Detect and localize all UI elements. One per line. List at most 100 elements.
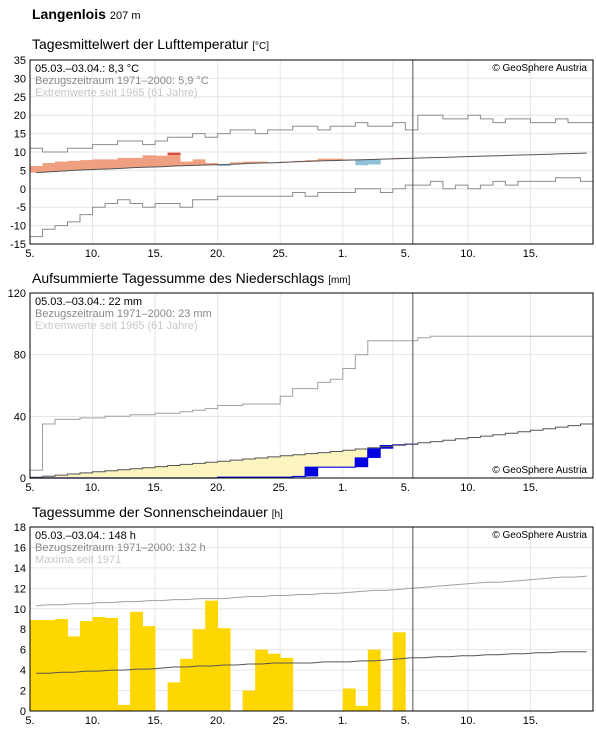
sunshine-bar <box>205 600 219 711</box>
info-line: Bezugszeitraum 1971–2000: 132 h <box>35 542 206 554</box>
station-name: Langenlois <box>32 6 106 22</box>
min-extreme-line <box>30 177 593 238</box>
deficit-area <box>317 452 331 468</box>
anomaly-bar-above <box>80 160 93 170</box>
x-tick-label: 25. <box>273 715 288 727</box>
y-tick-label: 14 <box>14 563 26 575</box>
anomaly-bar-above <box>330 158 344 161</box>
sunshine-bar <box>392 632 406 711</box>
anomaly-bar-above <box>155 155 169 167</box>
temperature-chart-title: Tagesmittelwert der Lufttemperatur [°C] <box>32 36 269 52</box>
precipitation-jump <box>367 448 381 458</box>
anomaly-bar-above <box>55 161 68 172</box>
deficit-area <box>130 468 143 478</box>
x-tick-label: 10. <box>85 482 100 494</box>
sunshine-bar <box>367 649 381 711</box>
credit-text: © GeoSphere Austria <box>492 530 587 541</box>
deficit-area <box>180 464 194 478</box>
x-tick-label: 10. <box>85 248 100 260</box>
plot-frame <box>29 59 594 245</box>
info-line: Extremwerte seit 1965 (61 Jahre) <box>35 87 198 99</box>
x-tick-label: 1. <box>338 715 347 727</box>
y-tick-label: 6 <box>20 645 26 657</box>
precipitation-jump <box>305 467 319 477</box>
anomaly-bar-above <box>92 159 106 170</box>
precipitation-title-text: Aufsummierte Tagessumme des Niederschlag… <box>32 270 325 286</box>
x-tick-label: 20. <box>210 248 225 260</box>
y-tick-label: 8 <box>20 624 26 636</box>
deficit-area <box>92 471 106 478</box>
normal-line <box>36 152 587 174</box>
anomaly-bar-above <box>130 157 143 168</box>
deficit-area <box>267 456 281 478</box>
y-tick-label: -15 <box>10 239 26 251</box>
info-line: 05.03.–03.04.: 22 mm <box>35 296 142 308</box>
x-tick-label: 25. <box>273 248 288 260</box>
x-tick-label: 15. <box>523 482 538 494</box>
anomaly-bar-above <box>180 161 194 166</box>
info-line: 05.03.–03.04.: 8,3 °C <box>35 63 139 75</box>
sunshine-bar <box>92 616 106 711</box>
sunshine-bar <box>42 620 56 711</box>
credit-text: © GeoSphere Austria <box>492 465 587 476</box>
x-tick-label: 15. <box>147 715 162 727</box>
y-tick-label: 25 <box>14 92 26 104</box>
anomaly-bar-above <box>105 159 118 169</box>
anomaly-bar-above <box>42 163 56 172</box>
x-tick-label: 20. <box>210 482 225 494</box>
x-tick-label: 25. <box>273 482 288 494</box>
sunshine-bar <box>342 688 356 711</box>
deficit-area <box>330 451 344 468</box>
deficit-area <box>67 473 81 478</box>
x-tick-label: 10. <box>85 715 100 727</box>
deficit-area <box>342 450 356 468</box>
maximum-line <box>36 575 587 607</box>
deficit-area <box>105 470 118 478</box>
deficit-area <box>230 460 244 478</box>
sunshine-unit: [h] <box>271 509 283 520</box>
x-tick-label: 1. <box>338 482 347 494</box>
anomaly-bar-below <box>217 164 231 166</box>
y-tick-label: 120 <box>8 288 26 300</box>
anomaly-bar-above <box>230 162 244 165</box>
sunshine-chart-title: Tagessumme der Sonnenscheindauer [h] <box>32 504 283 520</box>
precipitation-chart-title: Aufsummierte Tagessumme des Niederschlag… <box>32 270 350 286</box>
sunshine-bar <box>242 690 256 711</box>
anomaly-bar-above <box>167 152 181 166</box>
x-tick-label: 10. <box>460 248 475 260</box>
y-tick-label: 12 <box>14 583 26 595</box>
y-tick-label: 35 <box>14 55 26 67</box>
info-line: 05.03.–03.04.: 148 h <box>35 530 136 542</box>
deficit-area <box>292 454 306 477</box>
credit-text: © GeoSphere Austria <box>492 63 587 74</box>
anomaly-bar-above <box>67 160 81 171</box>
x-tick-label: 5. <box>25 482 34 494</box>
x-tick-label: 15. <box>523 715 538 727</box>
sunshine-bar <box>55 619 68 711</box>
deficit-area <box>355 449 369 458</box>
x-tick-label: 1. <box>338 248 347 260</box>
deficit-area <box>205 462 219 478</box>
deficit-area <box>117 469 131 478</box>
sunshine-bar <box>130 611 143 711</box>
y-tick-label: 0 <box>20 184 26 196</box>
anomaly-bar-above <box>242 161 256 164</box>
anomaly-bar-above <box>305 160 319 162</box>
deficit-area <box>142 467 156 478</box>
y-tick-label: 5 <box>20 165 26 177</box>
station-header: Langenlois 207 m <box>32 6 140 22</box>
sunshine-bar <box>355 705 369 711</box>
x-tick-label: 5. <box>25 248 34 260</box>
deficit-area <box>255 457 269 478</box>
sunshine-bar <box>280 657 294 711</box>
x-tick-label: 15. <box>147 482 162 494</box>
x-tick-label: 15. <box>523 248 538 260</box>
deficit-area <box>242 459 256 478</box>
normal-cumulative-line <box>30 423 593 478</box>
y-tick-label: 40 <box>14 411 26 423</box>
anomaly-bar-above <box>255 161 269 164</box>
anomaly-bar-below <box>355 159 369 166</box>
deficit-area <box>80 472 93 478</box>
max-extreme-line <box>30 114 593 153</box>
